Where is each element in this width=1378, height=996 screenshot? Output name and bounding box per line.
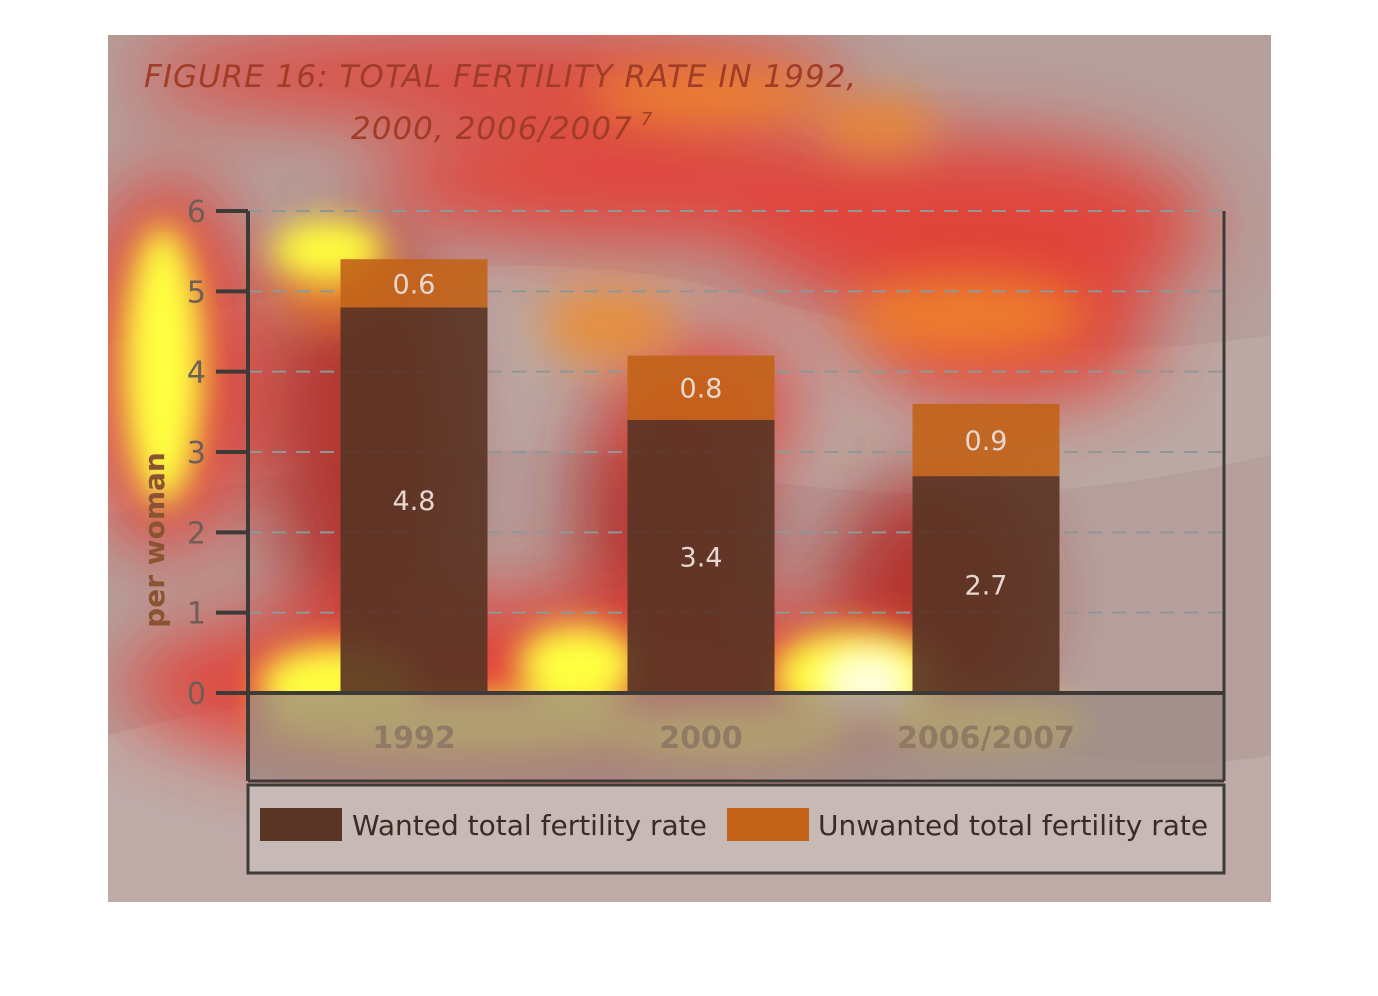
y-axis-label: per woman bbox=[138, 452, 171, 628]
x-category-label: 2000 bbox=[659, 721, 743, 756]
x-axis-band bbox=[248, 693, 1224, 781]
chart-title-line2: 2000, 2006/2007 bbox=[351, 111, 633, 147]
legend-label-wanted: Wanted total fertility rate bbox=[352, 809, 707, 842]
data-label-wanted: 3.4 bbox=[680, 542, 723, 573]
bar-wanted bbox=[627, 419, 775, 693]
chart-subtitle: 2000, 2006/2007 7 bbox=[351, 109, 653, 147]
bar-unwanted bbox=[340, 259, 488, 308]
y-tick-label: 6 bbox=[187, 195, 206, 230]
chart-title: FIGURE 16: TOTAL FERTILITY RATE IN 1992, bbox=[144, 59, 857, 95]
bar-wanted bbox=[912, 476, 1060, 693]
legend-label-unwanted: Unwanted total fertility rate bbox=[818, 809, 1208, 842]
data-label-unwanted: 0.9 bbox=[965, 426, 1008, 457]
x-category-label: 1992 bbox=[372, 721, 456, 756]
y-tick-label: 1 bbox=[187, 597, 206, 632]
y-tick-label: 0 bbox=[187, 677, 206, 712]
data-labels: 4.8 0.6 3.4 0.8 2.7 0.9 bbox=[393, 269, 1008, 601]
data-label-wanted: 2.7 bbox=[965, 571, 1008, 602]
data-label-wanted: 4.8 bbox=[393, 486, 436, 517]
y-tick-label: 4 bbox=[187, 356, 206, 391]
legend: Wanted total fertility rate Unwanted tot… bbox=[246, 783, 1226, 875]
data-label-unwanted: 0.8 bbox=[680, 374, 723, 405]
chart-title-footnote: 7 bbox=[641, 109, 653, 130]
chart-panel: FIGURE 16: TOTAL FERTILITY RATE IN 1992,… bbox=[108, 35, 1271, 902]
y-tick-label: 2 bbox=[187, 516, 206, 551]
legend-swatch-unwanted bbox=[727, 808, 809, 841]
x-category-label: 2006/2007 bbox=[897, 721, 1075, 756]
y-tick-label: 3 bbox=[187, 436, 206, 471]
bar-unwanted bbox=[912, 403, 1060, 477]
legend-swatch-wanted bbox=[260, 808, 342, 841]
x-axis-categories: 1992 2000 2006/2007 bbox=[372, 721, 1075, 756]
y-tick-label: 5 bbox=[187, 275, 206, 310]
chart-svg: FIGURE 16: TOTAL FERTILITY RATE IN 1992,… bbox=[108, 35, 1271, 902]
bar-unwanted bbox=[627, 355, 775, 420]
bars bbox=[340, 259, 1060, 693]
bar-wanted bbox=[340, 307, 488, 693]
data-label-unwanted: 0.6 bbox=[393, 269, 436, 300]
